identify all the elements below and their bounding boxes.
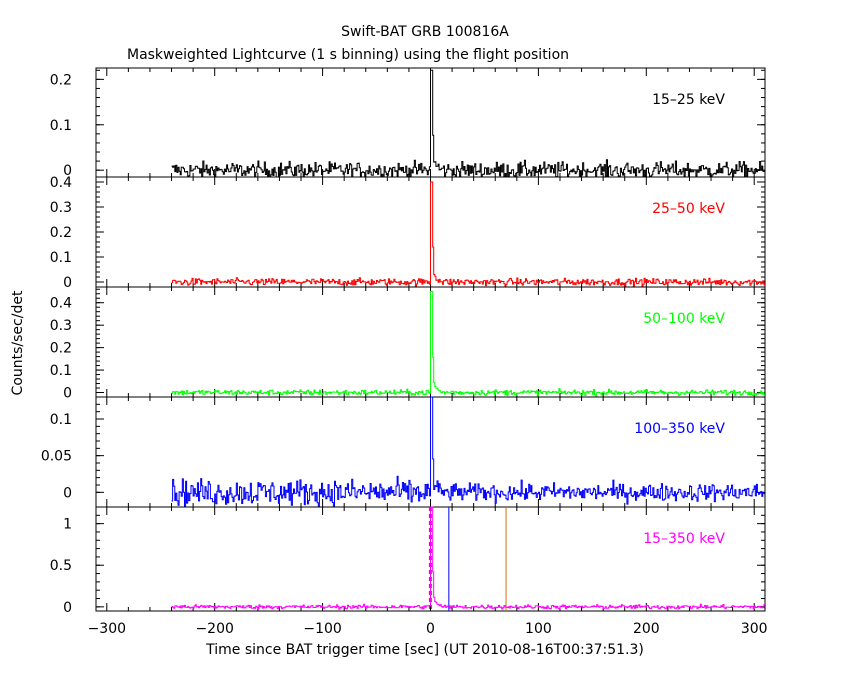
y-tick-label: 0 (63, 275, 72, 291)
x-tick-label: 0 (426, 621, 435, 637)
x-axis-label: Time since BAT trigger time [sec] (UT 20… (205, 642, 644, 658)
y-tick-label: 0 (63, 485, 72, 501)
x-tick-label: −100 (303, 621, 341, 637)
y-tick-label: 0.3 (50, 200, 72, 216)
y-tick-label: 0.2 (50, 72, 72, 88)
y-tick-label: 0.3 (50, 318, 72, 334)
panel-energy-label: 25–50 keV (652, 201, 725, 217)
panel-energy-label: 15–350 keV (643, 531, 725, 547)
y-tick-label: 0 (63, 600, 72, 616)
series-line (171, 69, 765, 178)
panel-3: 0 0.1 0.2 0.3 0.4 50–100 keV (50, 286, 766, 402)
y-tick-label: 0 (63, 163, 72, 179)
y-tick-label: 0.1 (50, 118, 72, 134)
panel-energy-label: 100–350 keV (634, 421, 725, 437)
y-tick-label: 0.2 (50, 225, 72, 241)
panel-4: 0 0.05 0.1 100–350 keV (41, 396, 766, 508)
x-tick-label: 300 (741, 621, 768, 637)
panel-energy-label: 15–25 keV (652, 92, 725, 108)
y-tick-label: 0.4 (50, 296, 72, 312)
panel-5: 0 0.5 1 15–350 keV (50, 506, 766, 616)
y-tick-label: 1 (63, 517, 72, 533)
panel-2: 0 0.1 0.2 0.3 0.4 25–50 keV (50, 175, 766, 291)
series-line (171, 181, 765, 287)
series-line (171, 396, 765, 508)
panel-1: 0 0.1 0.2 15–25 keV (50, 67, 766, 179)
y-tick-label: 0.5 (50, 558, 72, 574)
y-tick-label: 0.4 (50, 175, 72, 191)
y-tick-label: 0 (63, 386, 72, 402)
y-tick-label: 0.05 (41, 449, 72, 465)
y-axis-label: Counts/sec/det (10, 290, 26, 395)
series-line (171, 291, 765, 397)
y-tick-label: 0.1 (50, 412, 72, 428)
x-tick-label: −300 (88, 621, 126, 637)
x-axis: −300 −200 −100 0 100 200 300 (88, 621, 768, 637)
x-tick-label: 200 (633, 621, 660, 637)
panel-energy-label: 50–100 keV (643, 311, 725, 327)
x-tick-label: −200 (195, 621, 233, 637)
y-tick-label: 0.1 (50, 250, 72, 266)
y-tick-label: 0.2 (50, 341, 72, 357)
chart-title: Swift-BAT GRB 100816A (341, 24, 509, 40)
chart-subtitle: Maskweighted Lightcurve (1 s binning) us… (127, 47, 569, 63)
y-tick-label: 0.1 (50, 363, 72, 379)
x-tick-label: 100 (525, 621, 552, 637)
series-line (171, 506, 765, 610)
